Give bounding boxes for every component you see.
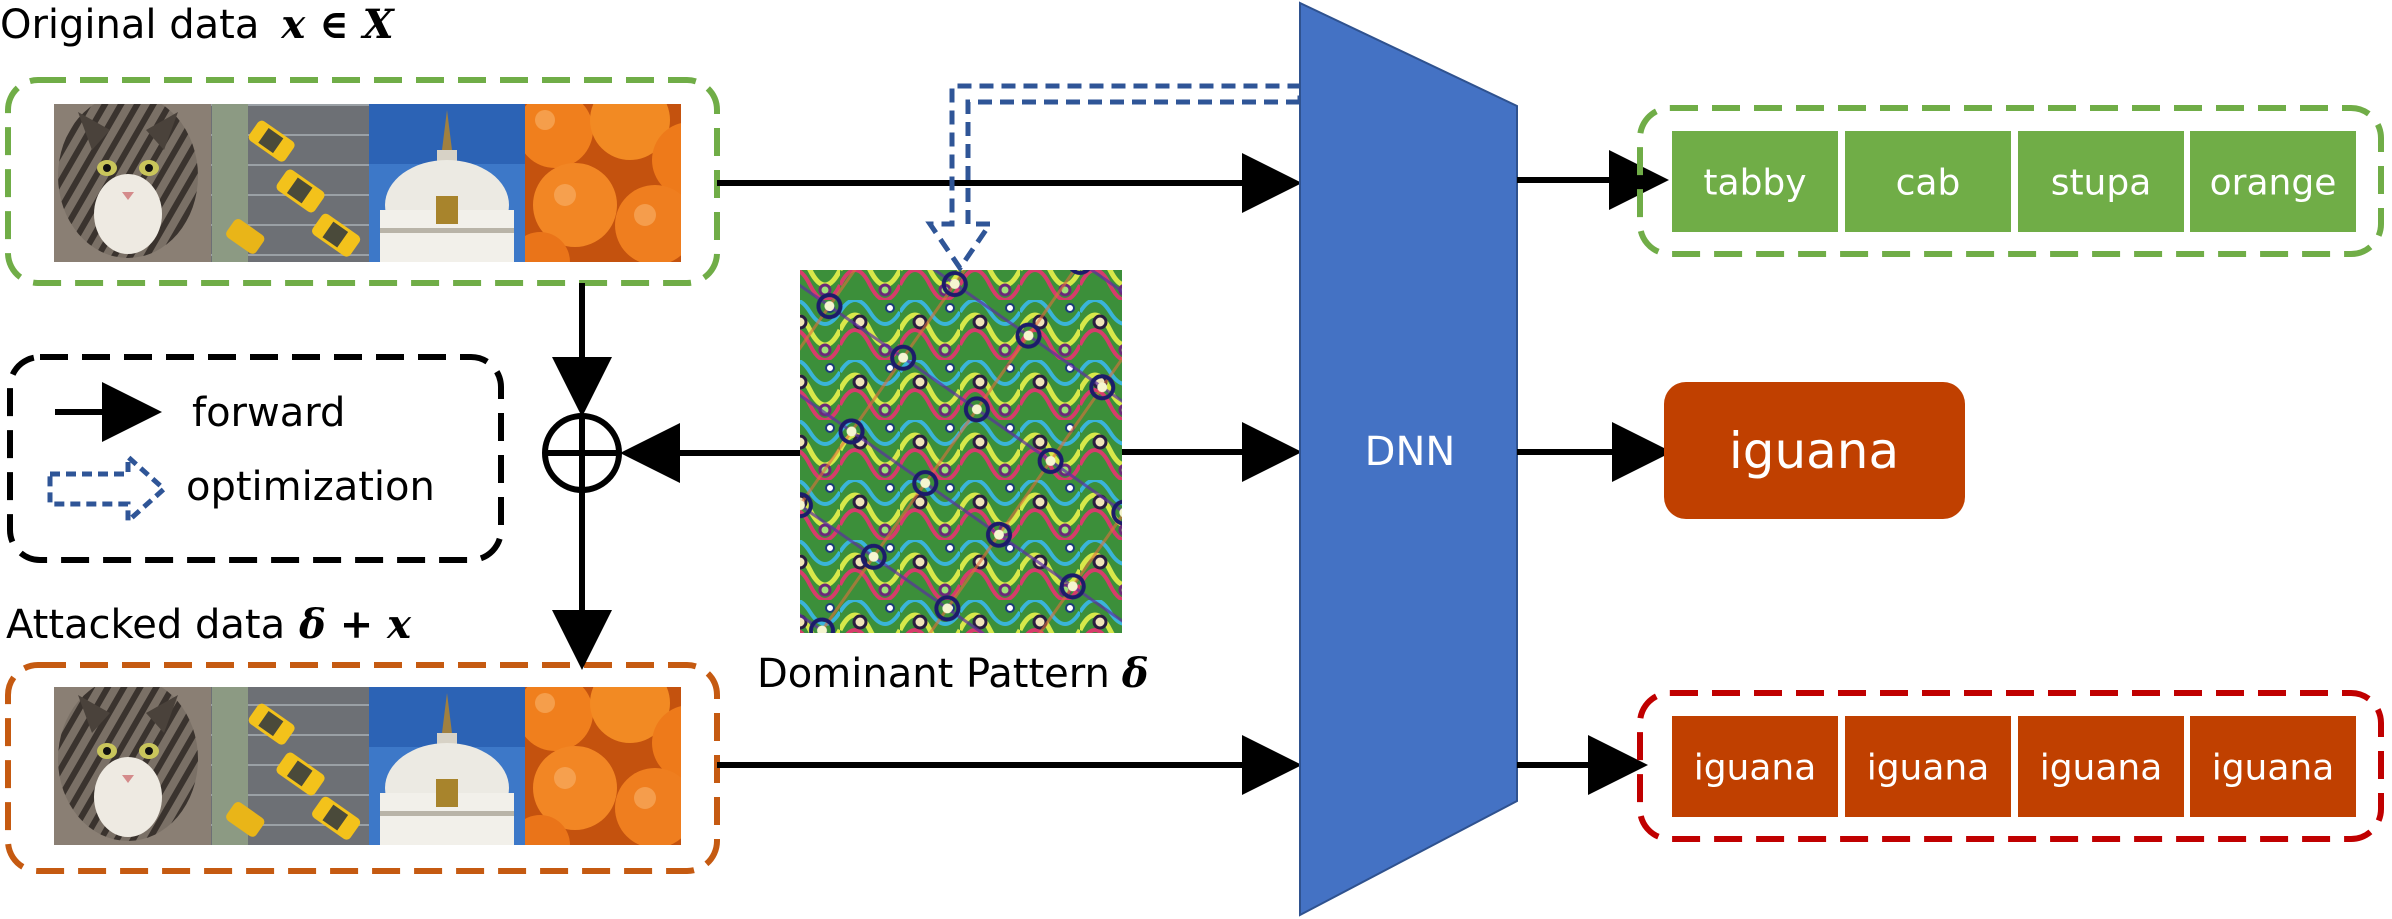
stupa-image xyxy=(369,104,525,262)
legend-forward-label: forward xyxy=(192,390,345,436)
optimization-arrow-icon xyxy=(47,451,168,527)
cab-image xyxy=(211,104,369,262)
dominant-pattern-label: Dominant Pattern δ xyxy=(757,650,1149,697)
attacked-output-cells: iguana iguana iguana iguana xyxy=(1672,716,2356,817)
original-output-label: orange xyxy=(2210,163,2337,204)
single-output-badge: iguana xyxy=(1664,382,1965,519)
attacked-output-label: iguana xyxy=(2040,748,2163,789)
attacked-output-label: iguana xyxy=(2212,748,2335,789)
attacked-data-group xyxy=(5,662,720,874)
attacked-output-cell xyxy=(1845,716,2011,817)
dnn-block: DNN xyxy=(1299,1,1518,917)
original-output-cells: tabby cab stupa orange xyxy=(1672,131,2356,232)
attacked-cat-image xyxy=(54,687,211,845)
attacked-orange-image xyxy=(525,687,681,845)
cat-image xyxy=(54,104,211,262)
original-output-cell xyxy=(1672,131,1838,232)
optimization-arrow xyxy=(925,83,1303,273)
attacked-cab-image xyxy=(211,687,369,845)
attacked-stupa-image xyxy=(369,687,525,845)
original-output-cell xyxy=(2190,131,2356,232)
original-output-label: tabby xyxy=(1703,163,1806,204)
addition-operator-icon xyxy=(542,413,622,493)
dnn-label: DNN xyxy=(1365,429,1456,475)
attacked-output-cell xyxy=(2190,716,2356,817)
single-output-label: iguana xyxy=(1729,422,1899,480)
dominant-pattern-image xyxy=(800,270,1122,633)
attacked-output-cell xyxy=(1672,716,1838,817)
original-output-label: cab xyxy=(1896,163,1961,204)
original-output-label: stupa xyxy=(2051,163,2152,204)
attacked-output-group xyxy=(1637,690,2384,842)
attacked-data-title: Attacked data δ + x xyxy=(6,601,412,648)
original-data-title: Original data x ∈ X xyxy=(0,1,396,48)
legend-box: forward optimization xyxy=(7,354,504,563)
original-output-group xyxy=(1637,105,2384,257)
original-output-cell xyxy=(2018,131,2184,232)
attacked-output-label: iguana xyxy=(1867,748,1990,789)
legend-optimization-label: optimization xyxy=(186,464,435,510)
attacked-output-label: iguana xyxy=(1694,748,1817,789)
original-data-group xyxy=(5,77,720,286)
attacked-output-cell xyxy=(2018,716,2184,817)
orange-image xyxy=(525,104,681,262)
original-output-cell xyxy=(1845,131,2011,232)
